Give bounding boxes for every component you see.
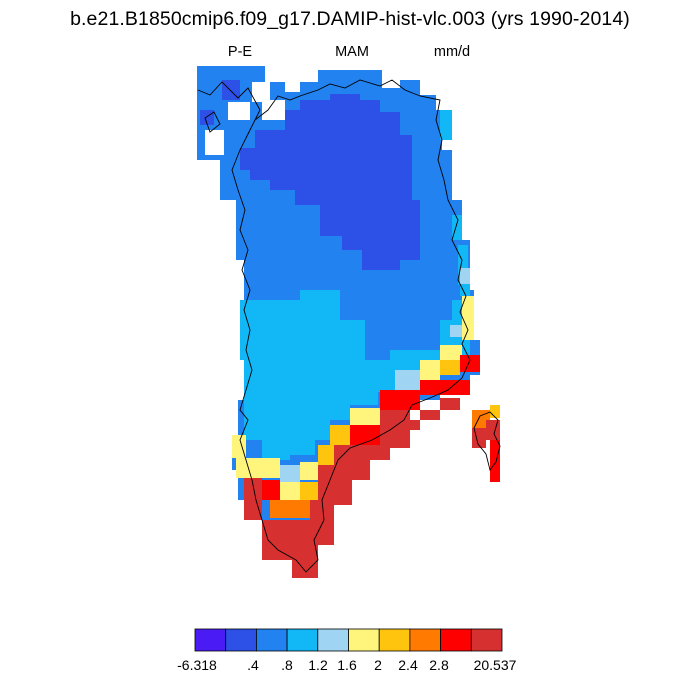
variable-label: P-E <box>227 44 253 60</box>
island-coastline <box>204 111 221 133</box>
coast-orange <box>330 425 350 445</box>
coast-yellow <box>256 458 280 478</box>
colorbar-swatch <box>348 628 380 652</box>
south-darkred <box>244 398 460 578</box>
coast-orange <box>440 360 460 375</box>
colorbar-swatch <box>440 628 472 652</box>
coast-yellow <box>440 345 462 360</box>
cell-cyan <box>440 110 452 140</box>
coast-yellow <box>280 482 300 500</box>
season-label: MAM <box>335 44 369 60</box>
colorbar-tick-label: .4 <box>247 657 259 673</box>
cell-cyan <box>452 215 462 240</box>
colorbar-swatch <box>317 628 349 652</box>
colorbar-swatch <box>409 628 441 652</box>
coast-yellow <box>232 435 246 458</box>
colorbar-swatch <box>470 628 503 652</box>
coast-lightblue <box>280 465 300 482</box>
colorbar-swatch <box>194 628 227 652</box>
plot-title: b.e21.B1850cmip6.f09_g17.DAMIP-hist-vlc.… <box>70 8 630 30</box>
colorbar-tick-label: .8 <box>281 657 293 673</box>
coast-orange <box>318 445 334 465</box>
coastline <box>197 79 471 573</box>
coast-orange-dark <box>270 500 310 518</box>
colorbar-tick-label: 1.6 <box>337 657 357 673</box>
coast-darkred <box>380 410 410 445</box>
cell-lightblue <box>450 325 462 337</box>
coast-yellow <box>420 360 440 380</box>
coast-yellow <box>236 458 256 478</box>
cell-cyan <box>460 284 470 296</box>
coast-yellow <box>300 462 318 480</box>
coast-red <box>262 480 280 500</box>
cell-lightblue <box>460 268 470 284</box>
coast-yellow <box>462 296 474 340</box>
colorbar-tick-label: 2 <box>374 657 382 673</box>
ocean-gap <box>228 102 250 120</box>
colorbar-swatch <box>225 628 257 652</box>
coast-yellow <box>350 408 380 425</box>
ocean-gap <box>252 82 270 102</box>
field-darkblue <box>240 94 420 270</box>
island-darkblue <box>200 110 214 125</box>
island-coastline <box>473 411 501 472</box>
coast-red <box>460 355 480 372</box>
colorbar-tick-label: 2.4 <box>398 657 418 673</box>
colorbar-swatch <box>255 628 288 652</box>
colorbar-swatch <box>286 628 319 652</box>
colorbar-tick-label: 2.8 <box>429 657 449 673</box>
coast-darkred <box>244 478 262 500</box>
cell-cyan <box>458 245 468 285</box>
coast-red <box>380 390 420 410</box>
colorbar-tick-label: 20.537 <box>474 657 517 673</box>
field-cyan <box>240 290 470 460</box>
colorbar-tick-label: -6.318 <box>177 657 217 673</box>
coast-lightblue <box>395 370 420 390</box>
units-label: mm/d <box>433 44 471 60</box>
ocean-gap <box>262 100 285 120</box>
colorbar-swatch <box>378 628 411 652</box>
ocean-gap <box>205 130 224 155</box>
coast-red <box>420 380 470 395</box>
island-red <box>490 440 500 482</box>
coast-orange <box>300 482 318 500</box>
colorbar-tick-label: 1.2 <box>308 657 328 673</box>
